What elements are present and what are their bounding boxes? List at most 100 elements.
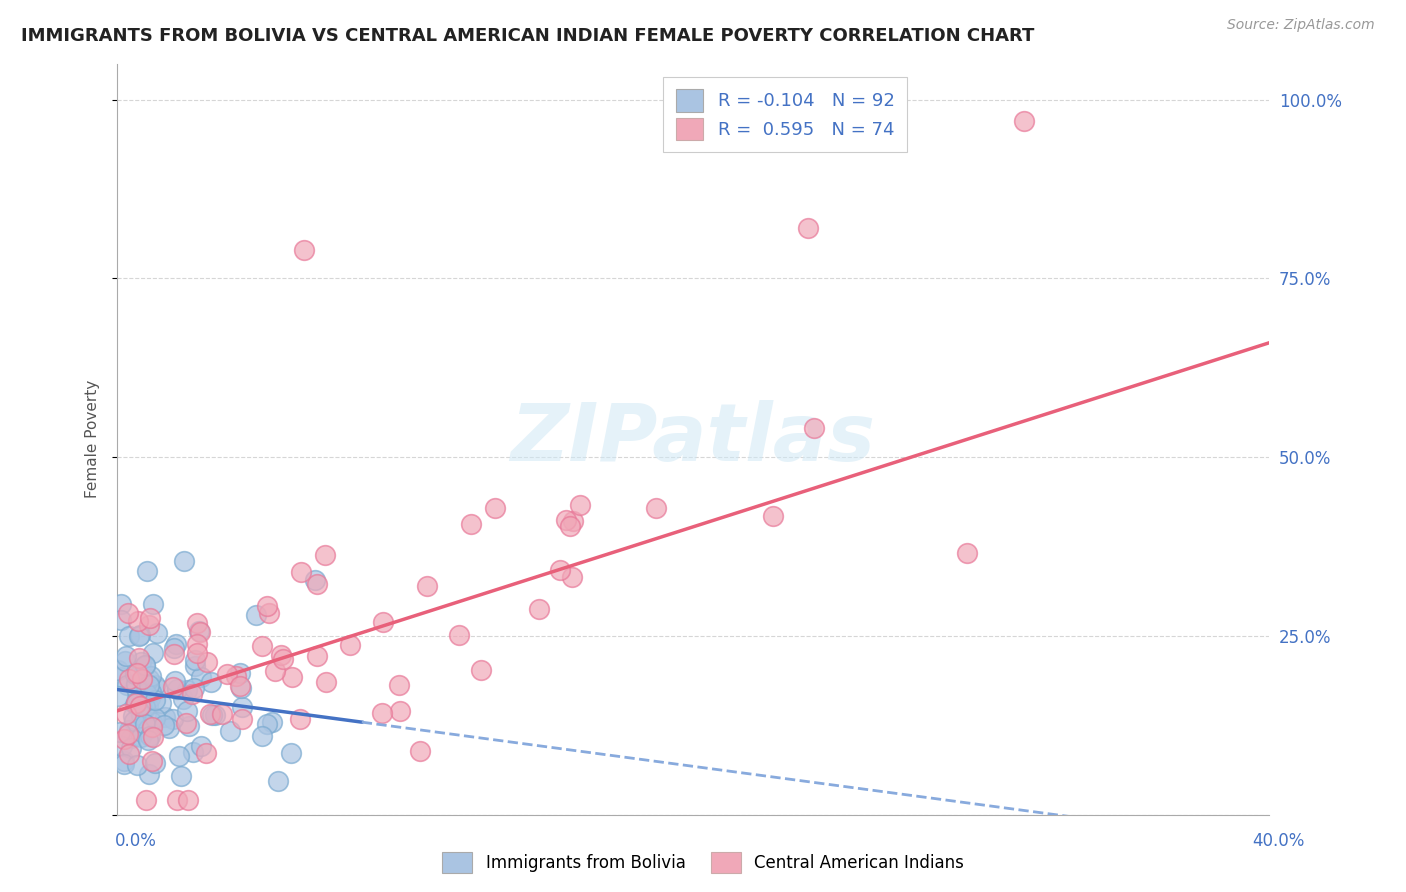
Point	[201, 707, 224, 722]
Point	[157, 721, 180, 735]
Point	[138, 672, 160, 686]
Point	[219, 724, 242, 739]
Point	[145, 693, 167, 707]
Point	[107, 689, 129, 703]
Point	[195, 746, 218, 760]
Point	[177, 793, 200, 807]
Point	[120, 740, 142, 755]
Point	[142, 597, 165, 611]
Point	[112, 757, 135, 772]
Point	[281, 670, 304, 684]
Point	[449, 628, 471, 642]
Text: Source: ZipAtlas.com: Source: ZipAtlas.com	[1227, 18, 1375, 32]
Point	[339, 638, 361, 652]
Point	[128, 698, 150, 713]
Point	[200, 674, 222, 689]
Point	[115, 706, 138, 721]
Point	[125, 665, 148, 680]
Point	[204, 707, 226, 722]
Point	[122, 714, 145, 728]
Point	[125, 677, 148, 691]
Point	[129, 708, 152, 723]
Point	[190, 739, 212, 753]
Point	[139, 685, 162, 699]
Point	[555, 513, 578, 527]
Point	[181, 745, 204, 759]
Point	[166, 793, 188, 807]
Point	[174, 715, 197, 730]
Point	[163, 640, 186, 655]
Point	[141, 669, 163, 683]
Point	[135, 793, 157, 807]
Point	[118, 747, 141, 761]
Point	[118, 672, 141, 686]
Point	[129, 655, 152, 669]
Point	[229, 666, 252, 681]
Point	[131, 675, 153, 690]
Point	[388, 704, 411, 718]
Point	[166, 682, 188, 697]
Point	[304, 573, 326, 587]
Point	[135, 685, 157, 699]
Point	[225, 669, 247, 683]
Point	[152, 717, 174, 731]
Point	[416, 579, 439, 593]
Point	[561, 515, 583, 529]
Point	[112, 754, 135, 768]
Point	[117, 607, 139, 621]
Point	[231, 681, 253, 696]
Point	[122, 708, 145, 723]
Point	[127, 758, 149, 772]
Point	[314, 548, 336, 562]
Point	[558, 519, 581, 533]
Point	[190, 670, 212, 684]
Point	[256, 599, 278, 614]
Point	[270, 648, 292, 662]
Text: 40.0%: 40.0%	[1253, 831, 1305, 849]
Point	[186, 637, 208, 651]
Point	[138, 767, 160, 781]
Point	[183, 681, 205, 695]
Point	[569, 498, 592, 512]
Point	[1012, 114, 1035, 128]
Point	[267, 773, 290, 788]
Point	[315, 674, 337, 689]
Point	[165, 637, 187, 651]
Point	[128, 650, 150, 665]
Point	[125, 696, 148, 710]
Point	[184, 659, 207, 673]
Point	[150, 696, 173, 710]
Point	[305, 648, 328, 663]
Point	[527, 601, 550, 615]
Point	[143, 756, 166, 770]
Point	[229, 679, 252, 693]
Point	[371, 615, 394, 629]
Point	[956, 546, 979, 560]
Point	[112, 731, 135, 746]
Point	[138, 618, 160, 632]
Point	[124, 698, 146, 712]
Point	[117, 677, 139, 691]
Point	[259, 607, 281, 621]
Point	[124, 667, 146, 681]
Point	[250, 639, 273, 653]
Point	[135, 564, 157, 578]
Point	[162, 712, 184, 726]
Point	[184, 653, 207, 667]
Point	[134, 658, 156, 673]
Y-axis label: Female Poverty: Female Poverty	[86, 380, 100, 499]
Point	[153, 710, 176, 724]
Point	[125, 696, 148, 710]
Point	[280, 746, 302, 760]
Point	[288, 713, 311, 727]
Point	[262, 715, 284, 730]
Point	[231, 699, 253, 714]
Point	[292, 243, 315, 257]
Point	[762, 508, 785, 523]
Point	[803, 421, 825, 435]
Point	[460, 517, 482, 532]
Legend: R = -0.104   N = 92, R =  0.595   N = 74: R = -0.104 N = 92, R = 0.595 N = 74	[664, 77, 907, 153]
Point	[142, 646, 165, 660]
Point	[177, 719, 200, 733]
Point	[484, 500, 506, 515]
